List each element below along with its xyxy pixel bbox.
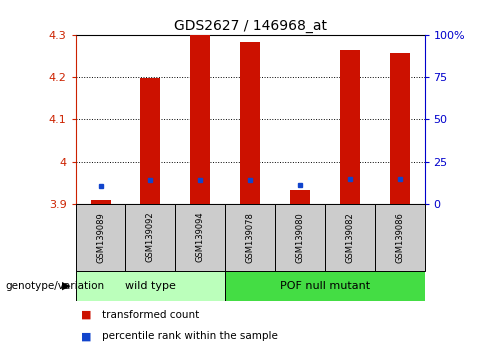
Text: GSM139089: GSM139089	[96, 212, 105, 263]
Bar	[91, 200, 111, 204]
Text: genotype/variation: genotype/variation	[5, 281, 104, 291]
Bar	[225, 204, 275, 271]
Bar	[76, 271, 225, 301]
Bar	[290, 190, 310, 204]
Bar	[275, 204, 325, 271]
Text: GSM139086: GSM139086	[395, 212, 404, 263]
Bar	[125, 204, 175, 271]
Bar	[76, 204, 125, 271]
Bar	[225, 271, 425, 301]
Bar	[390, 53, 409, 204]
Bar	[325, 204, 375, 271]
Title: GDS2627 / 146968_at: GDS2627 / 146968_at	[174, 19, 326, 33]
Text: GSM139078: GSM139078	[245, 212, 255, 263]
Text: ▶: ▶	[62, 281, 71, 291]
Bar	[190, 35, 210, 204]
Text: ■: ■	[81, 331, 91, 341]
Text: wild type: wild type	[125, 281, 176, 291]
Bar	[141, 78, 161, 204]
Text: POF null mutant: POF null mutant	[280, 281, 370, 291]
Bar	[175, 204, 225, 271]
Text: percentile rank within the sample: percentile rank within the sample	[102, 331, 278, 341]
Text: GSM139080: GSM139080	[295, 212, 305, 263]
Text: GSM139082: GSM139082	[346, 212, 354, 263]
Bar	[375, 204, 425, 271]
Text: GSM139094: GSM139094	[196, 212, 205, 263]
Text: ■: ■	[81, 310, 91, 320]
Bar	[240, 42, 260, 204]
Text: transformed count: transformed count	[102, 310, 200, 320]
Text: GSM139092: GSM139092	[146, 212, 155, 263]
Bar	[340, 50, 360, 204]
